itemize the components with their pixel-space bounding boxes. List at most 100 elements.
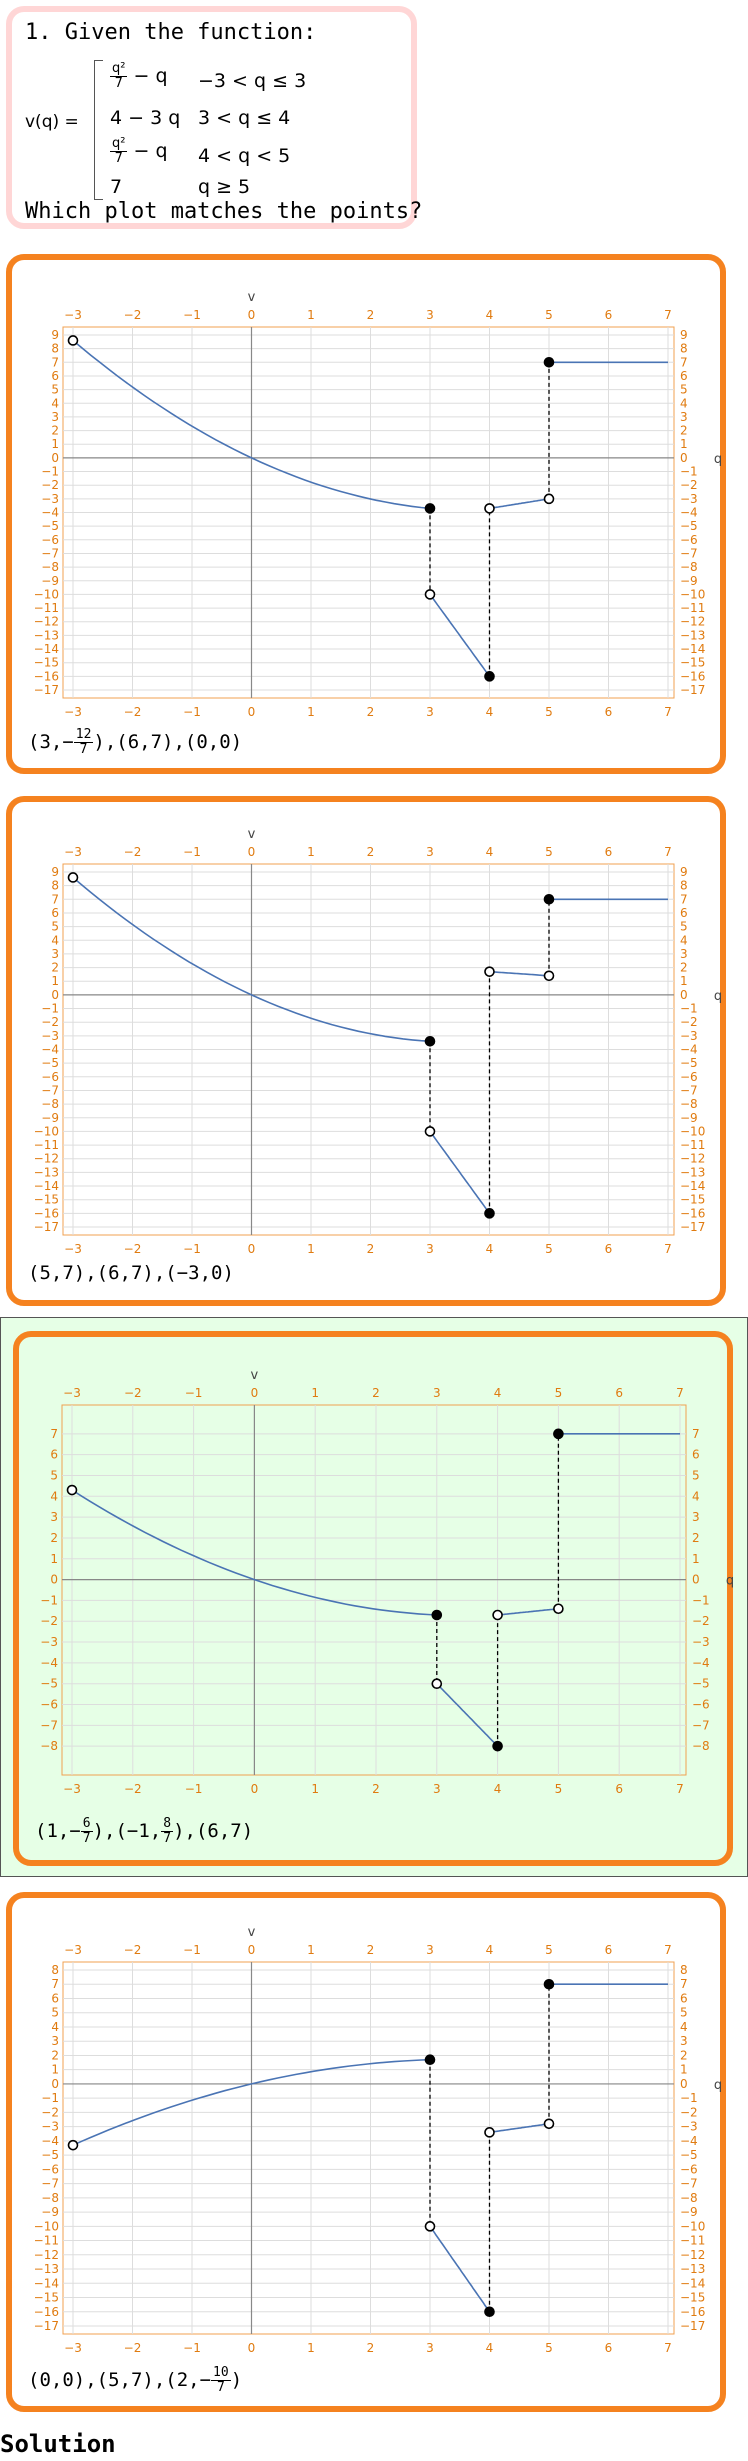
x-tick-label-bottom: 1 xyxy=(307,2341,315,2355)
case-2-expression: 4 − 3 q xyxy=(110,107,181,129)
y-tick-label-left: 7 xyxy=(51,892,59,906)
x-tick-label-bottom: 7 xyxy=(676,1782,684,1796)
y-tick-label-left: 7 xyxy=(50,1427,58,1441)
y-tick-label-left: −7 xyxy=(41,1083,59,1097)
option-b[interactable]: −3 −3 −2 −2 −1 −1 0 0 1 1 2 2 3 3 4 4 5 5 6 6 7 7 9 9 8 8 7 7 6 6 5 5 4 4… xyxy=(6,796,726,1306)
y-tick-label-left: −6 xyxy=(41,2162,59,2176)
y-tick-label-left: 1 xyxy=(51,2063,59,2077)
x-tick-label-top: 1 xyxy=(311,1386,319,1400)
y-tick-label-right: −5 xyxy=(680,519,698,533)
y-tick-label-left: 2 xyxy=(51,2048,59,2062)
option-d-points: (0,0),(5,7),(2,− 10 7) xyxy=(28,2365,243,2395)
y-tick-label-left: −5 xyxy=(41,1056,59,1070)
y-tick-label-left: 2 xyxy=(50,1531,58,1545)
y-tick-label-left: −7 xyxy=(41,2177,59,2191)
y-tick-label-right: −5 xyxy=(680,1056,698,1070)
y-tick-label-right: 0 xyxy=(692,1573,700,1587)
y-tick-label-right: −3 xyxy=(680,2120,698,2134)
question-box: 1. Given the function: v(q) = q² 7 − q −3… xyxy=(6,6,422,229)
x-tick-label-top: 5 xyxy=(545,845,553,859)
x-tick-label-bottom: 6 xyxy=(605,2341,613,2355)
y-tick-label-left: −8 xyxy=(41,1097,59,1111)
x-tick-label-top: −1 xyxy=(183,308,201,322)
x-tick-label-bottom: 3 xyxy=(433,1782,441,1796)
case-3-condition: 4 < q < 5 xyxy=(198,145,291,167)
x-tick-label-top: −3 xyxy=(64,845,82,859)
open-point xyxy=(424,1126,436,1137)
curve-segment xyxy=(489,970,550,977)
y-tick-label-right: −4 xyxy=(692,1656,710,1670)
y-tick-label-left: −12 xyxy=(34,615,59,629)
curve-segment xyxy=(429,593,491,677)
x-tick-label-top: 3 xyxy=(433,1386,441,1400)
y-tick-label-right: −15 xyxy=(680,1193,705,1207)
x-tick-label-top: 2 xyxy=(367,308,375,322)
y-tick-label-left: 4 xyxy=(51,396,59,410)
y-tick-label-left: 0 xyxy=(50,1573,58,1587)
y-tick-label-left: −17 xyxy=(34,2319,59,2333)
y-tick-label-right: 3 xyxy=(680,2034,688,2048)
y-tick-label-right: −7 xyxy=(680,1083,698,1097)
y-tick-label-left: −13 xyxy=(34,628,59,642)
y-tick-label-left: −13 xyxy=(34,2262,59,2276)
y-tick-label-left: 1 xyxy=(50,1552,58,1566)
option-c[interactable]: −3 −3 −2 −2 −1 −1 0 0 1 1 2 2 3 3 4 4 5 5 6 6 7 7 7 7 6 6 5 5 4 4 3 3 2 2… xyxy=(13,1331,734,1866)
y-tick-label-left: 5 xyxy=(50,1468,58,1482)
x-tick-label-bottom: 0 xyxy=(248,2341,256,2355)
open-point xyxy=(67,872,79,883)
y-tick-label-left: 2 xyxy=(51,961,59,975)
open-point xyxy=(543,2118,555,2130)
y-tick-label-right: −15 xyxy=(680,656,705,670)
y-tick-label-right: −12 xyxy=(680,615,705,629)
option-a[interactable]: −3 −3 −2 −2 −1 −1 0 0 1 1 2 2 3 3 4 4 5 5 6 6 7 7 9 9 8 8 7 7 6 6 5 5 4 4… xyxy=(6,254,726,774)
curve-segment xyxy=(436,1683,499,1747)
y-tick-label-left: 4 xyxy=(51,2020,59,2034)
y-tick-label-right: 2 xyxy=(680,424,688,438)
y-tick-label-right: −11 xyxy=(680,601,705,615)
y-tick-label-right: −11 xyxy=(680,2234,705,2248)
y-tick-label-right: −16 xyxy=(680,1206,705,1220)
question-prompt: Which plot matches the points? xyxy=(25,199,423,224)
y-tick-label-left: 0 xyxy=(51,988,59,1002)
x-tick-label-bottom: 1 xyxy=(307,1242,315,1256)
x-tick-label-bottom: 5 xyxy=(545,705,553,719)
y-axis-label: v xyxy=(248,1925,256,1940)
y-tick-label-right: −6 xyxy=(692,1698,710,1712)
y-axis-label: v xyxy=(248,290,256,305)
x-tick-label-bottom: −2 xyxy=(124,1782,142,1796)
case-2-condition: 3 < q ≤ 4 xyxy=(198,107,291,129)
y-tick-label-left: −1 xyxy=(41,465,59,479)
x-tick-label-bottom: −3 xyxy=(63,1782,81,1796)
y-tick-label-left: −12 xyxy=(34,2248,59,2262)
y-tick-label-right: 5 xyxy=(680,383,688,397)
x-tick-label-top: 5 xyxy=(545,308,553,322)
option-d[interactable]: −3 −3 −2 −2 −1 −1 0 0 1 1 2 2 3 3 4 4 5 5 6 6 7 7 8 8 7 7 6 6 5 5 4 4 3 3… xyxy=(6,1892,726,2412)
x-tick-label-top: −1 xyxy=(183,1943,201,1957)
y-tick-label-right: −8 xyxy=(680,560,698,574)
y-tick-label-right: −6 xyxy=(680,2162,698,2176)
y-tick-label-right: 8 xyxy=(680,879,688,893)
y-tick-label-left: −8 xyxy=(40,1739,58,1753)
x-tick-label-top: −2 xyxy=(124,1943,142,1957)
y-tick-label-left: 7 xyxy=(51,355,59,369)
y-tick-label-left: −9 xyxy=(41,574,59,588)
y-tick-label-left: −2 xyxy=(41,2105,59,2119)
x-tick-label-bottom: 3 xyxy=(426,2341,434,2355)
y-tick-label-right: −10 xyxy=(680,587,705,601)
x-tick-label-bottom: −2 xyxy=(124,2341,142,2355)
y-tick-label-right: 9 xyxy=(680,865,688,879)
x-tick-label-top: 6 xyxy=(605,845,613,859)
open-point xyxy=(67,2139,79,2151)
open-point xyxy=(66,1484,78,1496)
y-tick-label-left: 9 xyxy=(51,865,59,879)
open-point xyxy=(424,2221,436,2232)
open-point xyxy=(543,970,555,982)
option-c-points: (1,− 6 7),(−1, 8 7),(6,7) xyxy=(35,1816,254,1846)
curve-segment xyxy=(489,2123,550,2134)
x-tick-label-bottom: −1 xyxy=(185,1782,203,1796)
open-point xyxy=(553,1603,564,1615)
y-tick-label-right: −13 xyxy=(680,1165,705,1179)
x-tick-label-top: 2 xyxy=(372,1386,380,1400)
x-tick-label-top: −2 xyxy=(124,845,142,859)
